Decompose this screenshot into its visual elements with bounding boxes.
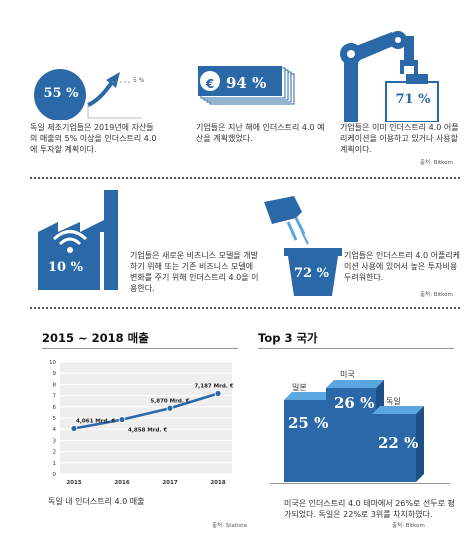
- podium-graphic: [284, 380, 424, 482]
- source-row2: 출처: Bitkom: [420, 292, 453, 298]
- x-tick-label: 2015: [66, 480, 81, 486]
- podium-base: [270, 483, 450, 484]
- data-point: [70, 425, 78, 432]
- growth-arrow-icon: [34, 69, 142, 120]
- country-germany-value: 22 %: [378, 434, 419, 452]
- data-point: [166, 404, 174, 412]
- stat-55-text: 독일 제조기업들은 2019년에 자산들의 매출의 5% 이상을 인더스트리 4…: [30, 123, 157, 154]
- stat-71-graphic: 71 %: [340, 30, 440, 122]
- country-germany-label: 독일: [386, 397, 401, 406]
- y-tick-label: 2: [53, 450, 57, 456]
- top3-caption: 미국은 인더스트리 4.0 테마에서 26%로 선두로 평가되었다. 독일은 2…: [284, 499, 455, 519]
- country-japan-label: 일본: [292, 383, 307, 392]
- money-stack-icon: [198, 66, 295, 105]
- y-tick-label: 10: [49, 360, 56, 366]
- stat-10-graphic: 10 %: [38, 190, 124, 290]
- top3-source: 출처: Bitkom: [392, 523, 425, 529]
- top3-title: Top 3 국가: [258, 331, 318, 345]
- y-tick-label: 4: [53, 427, 57, 433]
- euro-icon: €: [205, 77, 215, 91]
- factory-icon: [38, 190, 118, 290]
- y-tick-label: 8: [53, 382, 57, 388]
- data-label: 4,858 Mrd. €: [128, 428, 167, 434]
- x-tick-label: 2018: [210, 480, 225, 486]
- country-usa-label: 미국: [340, 370, 355, 379]
- data-point: [118, 416, 126, 423]
- x-tick-label: 2017: [162, 480, 177, 486]
- y-tick-label: 5: [53, 416, 57, 422]
- series-line: [73, 392, 219, 430]
- stat-72-value: 72 %: [294, 266, 329, 281]
- y-tick-label: 1: [53, 461, 57, 467]
- y-tick-label: 3: [53, 438, 57, 444]
- top3-underline: [258, 348, 454, 349]
- stat-72-text: 기업들은 인더스트리 4.0 어플리케이션 사용에 있어서 높은 투자비용 두려…: [344, 251, 461, 282]
- country-japan-value: 25 %: [288, 414, 329, 432]
- revenue-caption: 독일 내 인더스트리 4.0 매출: [48, 497, 145, 506]
- data-point: [214, 390, 222, 397]
- watering-pot-icon: [264, 196, 342, 296]
- stat-71-text: 기업들은 이미 인더스트리 4.0 어플리케이션을 이용하고 있거나 사용할 계…: [340, 123, 459, 154]
- data-label: 7,187 Mrd. €: [194, 384, 233, 390]
- data-label: 5,870 Mrd. €: [150, 398, 189, 404]
- stat-55-value: 55 %: [43, 86, 79, 101]
- revenue-underline: [42, 348, 238, 349]
- stat-10-text: 기업들은 새로운 비즈니스 모델을 개발하기 위해 또는 기존 비즈니스 모델에…: [130, 251, 259, 293]
- y-tick-label: 0: [53, 472, 57, 478]
- country-usa-value: 26 %: [334, 394, 375, 412]
- y-tick-label: 9: [53, 371, 57, 377]
- divider-2: [30, 307, 460, 309]
- robot-arm-icon: [340, 31, 439, 122]
- stat-94-text: 기업들은 지난 해에 인더스트리 4.0 예산을 계획했었다.: [196, 123, 325, 143]
- y-tick-label: 7: [53, 394, 57, 400]
- stat-72-graphic: 72 %: [262, 196, 342, 298]
- revenue-source: 출처: Statista: [212, 523, 247, 529]
- divider-1: [30, 177, 460, 179]
- y-tick-label: 6: [53, 405, 57, 411]
- source-row1: 출처: Bitkom: [420, 160, 453, 166]
- stat-10-value: 10 %: [48, 260, 83, 275]
- data-label: 4,061 Mrd. €: [76, 419, 115, 425]
- x-tick-label: 2016: [114, 480, 129, 486]
- stat-55-graphic: 55 % 5 %: [30, 60, 150, 120]
- stat-55-marker: 5 %: [133, 77, 145, 84]
- revenue-title: 2015 ~ 2018 매출: [42, 331, 149, 345]
- stat-71-value: 71 %: [395, 92, 431, 107]
- stat-94-graphic: € 94 %: [196, 62, 306, 110]
- stat-94-value: 94 %: [226, 74, 267, 92]
- revenue-line-chart: 0 1 2 3 4 5 6 7 8 9 10 2015 2016 2017 2018 4,061 Mrd. €…: [49, 360, 234, 486]
